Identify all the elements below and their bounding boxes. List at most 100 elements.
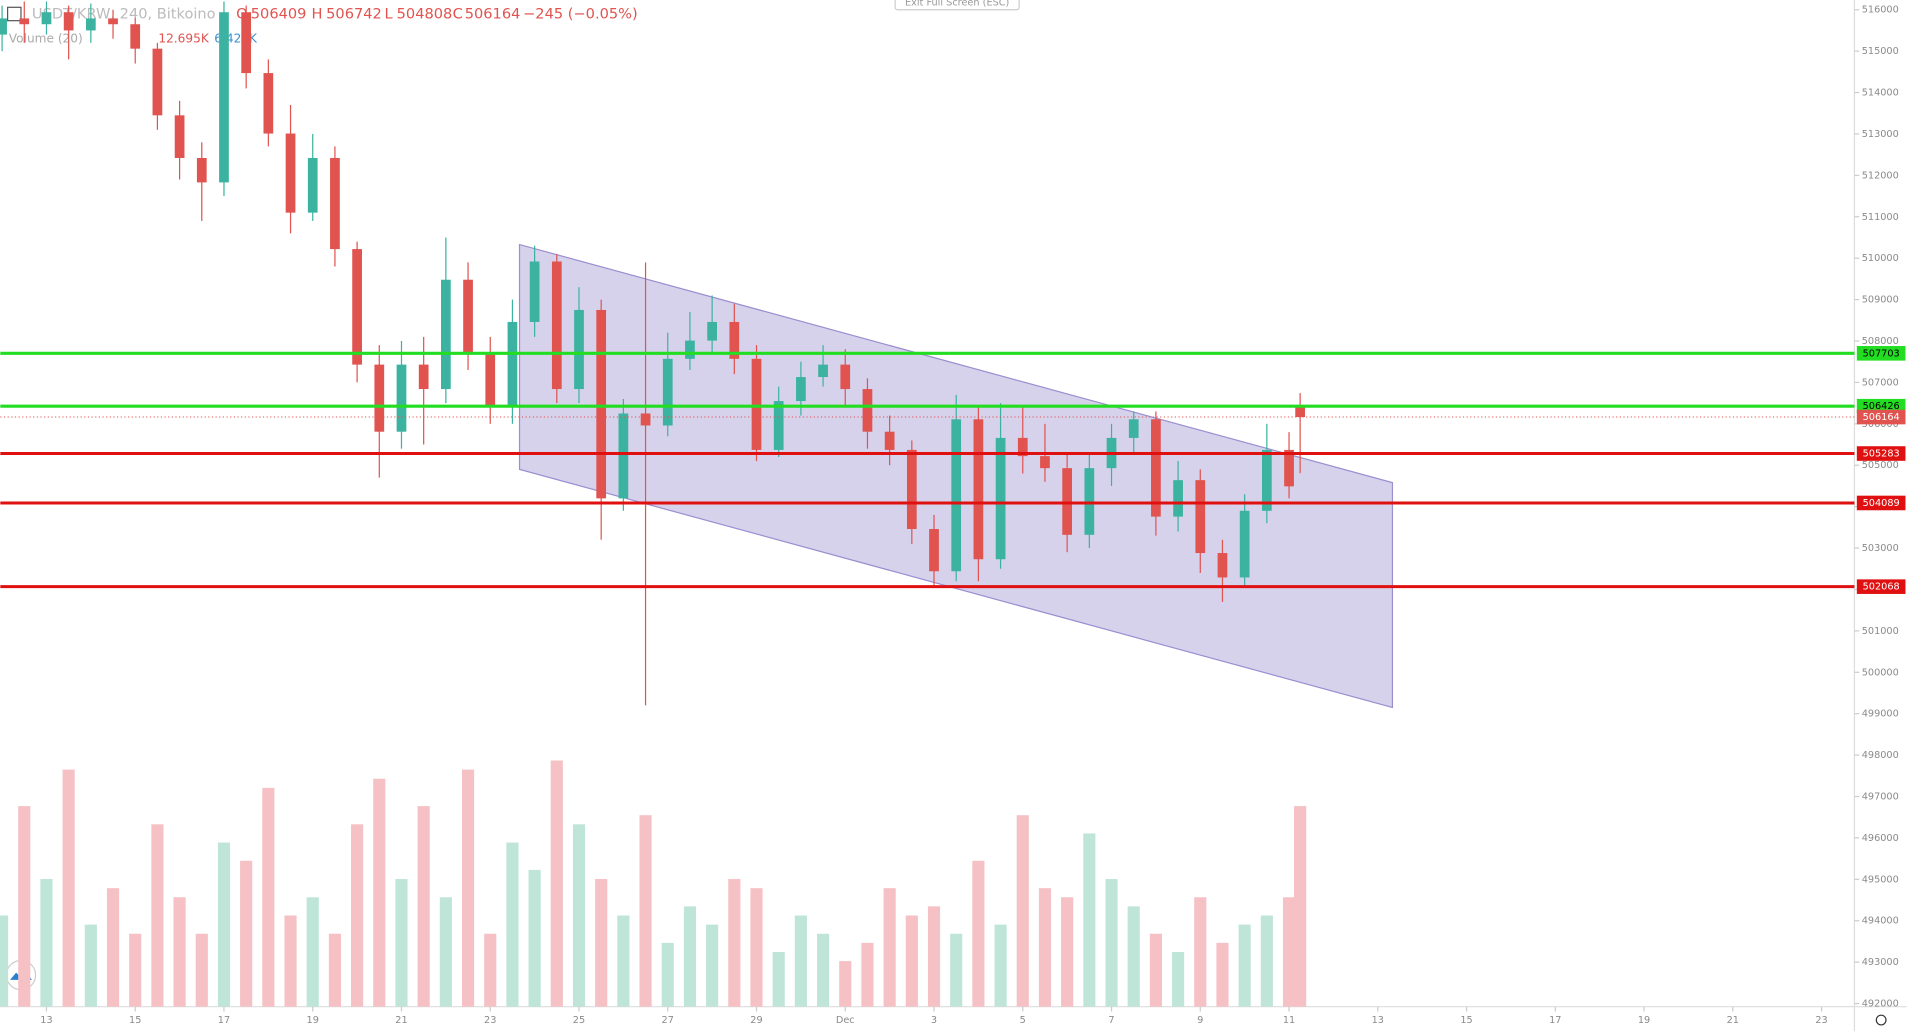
level-label: 502068 <box>1863 582 1900 593</box>
x-tick-label: 23 <box>1815 1015 1827 1026</box>
candle-body <box>1239 510 1250 578</box>
y-tick-label: 513000 <box>1862 129 1899 140</box>
volume-bar <box>1238 924 1251 1007</box>
exit-button[interactable] <box>894 0 1020 11</box>
header-value: C <box>453 6 463 23</box>
x-tick-label: 25 <box>573 1015 585 1026</box>
candle-body <box>219 12 229 183</box>
y-tick-label: 503000 <box>1862 543 1899 554</box>
x-tick-label: 15 <box>1460 1015 1472 1026</box>
volume-bar <box>1216 942 1229 1007</box>
volume-bar <box>639 815 652 1007</box>
volume-bar <box>461 769 475 1007</box>
candle-body <box>307 157 318 213</box>
x-tick-label: 15 <box>129 1015 141 1026</box>
candle-body <box>574 309 584 390</box>
candle-body <box>551 261 562 390</box>
header-value: 504808 <box>397 6 453 23</box>
volume-bar <box>173 897 186 1007</box>
level-label-box <box>1856 446 1906 461</box>
x-tick-label: Dec <box>836 1015 855 1026</box>
volume-bar <box>18 806 31 1007</box>
level-label: 506426 <box>1863 401 1900 412</box>
x-tick-label: 21 <box>1727 1015 1739 1026</box>
volume-bar <box>617 915 630 1007</box>
candle-body <box>396 364 407 432</box>
volume-bar <box>417 806 430 1007</box>
header-value: 506409 <box>251 6 307 23</box>
last-price-box <box>1856 409 1906 425</box>
volume-bar <box>950 933 963 1007</box>
x-tick-label: 19 <box>1638 1015 1650 1026</box>
candle-body <box>374 364 385 432</box>
volume-bar <box>839 961 852 1007</box>
level-label: 505283 <box>1863 449 1900 460</box>
volume-bar <box>240 860 253 1007</box>
y-tick-label: 498000 <box>1862 750 1899 761</box>
candle-body <box>929 529 939 572</box>
candle-body <box>440 279 451 390</box>
x-tick-label: 19 <box>307 1015 319 1026</box>
volume-bar <box>816 933 830 1007</box>
candle-body <box>884 431 895 450</box>
candle-body <box>1195 480 1206 554</box>
y-tick-label: 493000 <box>1862 957 1899 968</box>
header-value: −245 (−0.05%) <box>523 6 638 23</box>
volume-bar <box>306 897 319 1007</box>
candle-body <box>285 133 296 213</box>
header-value: L <box>385 6 394 23</box>
candle-body <box>1040 456 1050 469</box>
y-tick-label: 512000 <box>1862 170 1899 181</box>
volume-bar <box>0 915 9 1007</box>
volume-bar <box>40 879 53 1007</box>
y-tick-label: 510000 <box>1862 253 1899 264</box>
candle-body <box>1151 419 1161 517</box>
candle-body <box>1017 437 1028 457</box>
level-label-box <box>1856 579 1906 594</box>
volume-bar <box>750 888 763 1007</box>
volume-bar <box>905 915 918 1007</box>
y-tick-label: 500000 <box>1862 667 1899 678</box>
candle-body <box>174 115 185 158</box>
y-tick-label: 496000 <box>1862 833 1899 844</box>
candle-body <box>196 157 207 183</box>
volume-bar <box>262 787 275 1007</box>
settings-icon[interactable] <box>1875 1014 1887 1026</box>
y-tick-label: 507000 <box>1862 377 1899 388</box>
volume-bar <box>972 860 985 1007</box>
candle-body <box>41 12 52 25</box>
volume-value: 12.695K <box>158 31 209 45</box>
exit-button-label[interactable]: Exit Full Screen (ESC) <box>905 0 1009 8</box>
x-tick-label: 13 <box>1372 1015 1384 1026</box>
y-tick-label: 508000 <box>1862 336 1899 347</box>
x-tick-label: 17 <box>218 1015 230 1026</box>
candle-body <box>818 364 828 378</box>
candle-body <box>1284 449 1294 487</box>
header-value: 506742 <box>326 6 382 23</box>
volume-bar <box>1294 806 1307 1007</box>
x-tick-label: 9 <box>1197 1015 1203 1026</box>
y-tick-label: 516000 <box>1862 5 1899 16</box>
candle-body <box>951 419 962 572</box>
volume-bar <box>550 760 563 1007</box>
volume-bar <box>62 769 75 1007</box>
volume-bar <box>84 924 97 1007</box>
level-label: 507703 <box>1863 348 1900 359</box>
volume-bar <box>1038 888 1052 1007</box>
volume-bar <box>883 888 896 1007</box>
volume-title: Volume (20) <box>9 31 83 45</box>
x-tick-label: 17 <box>1549 1015 1561 1026</box>
x-tick-label: 7 <box>1108 1015 1114 1026</box>
candle-body <box>485 352 496 408</box>
x-tick-label: 27 <box>662 1015 674 1026</box>
candle-body <box>906 449 917 530</box>
candle-body <box>840 364 851 390</box>
candle-body <box>773 401 784 450</box>
collapse-icon[interactable] <box>6 6 22 22</box>
candle-body <box>751 358 762 450</box>
candle-body <box>507 321 518 408</box>
candle-body <box>1261 449 1272 511</box>
candle-body <box>1217 553 1228 578</box>
volume-bar <box>794 915 807 1007</box>
candle-body <box>662 358 673 426</box>
